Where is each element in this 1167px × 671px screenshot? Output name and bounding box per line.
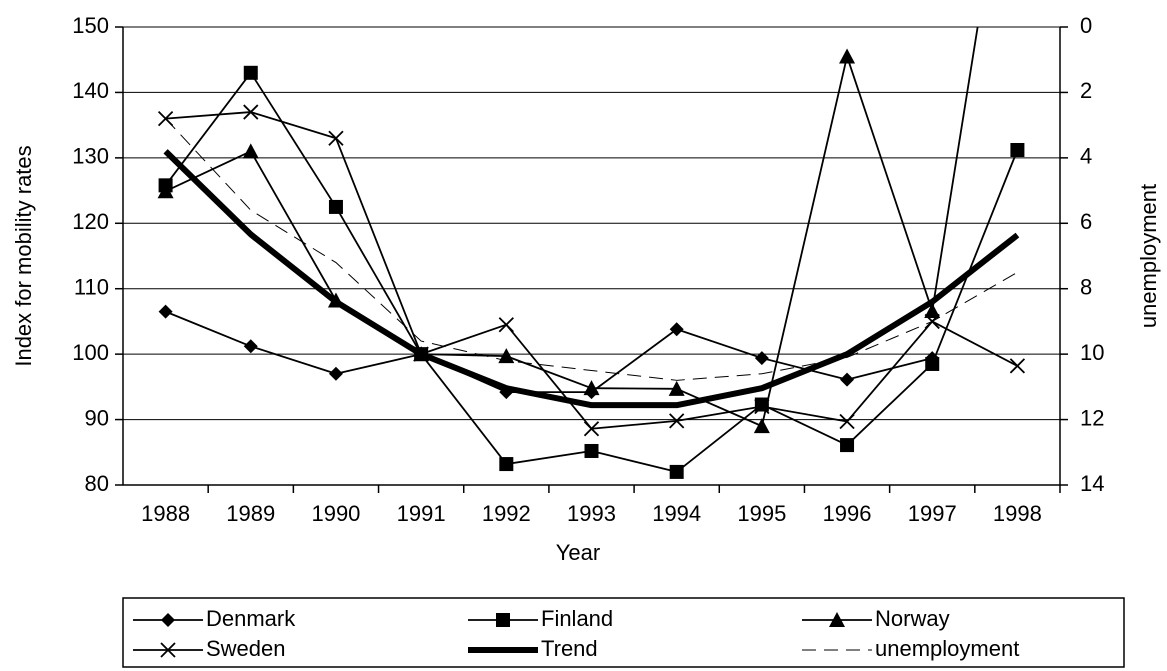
y2-tick-label: 0: [1080, 13, 1092, 38]
marker: [243, 104, 259, 120]
x-tick-label: 1993: [567, 501, 616, 526]
y-tick-label: 130: [72, 144, 109, 169]
y2-tick-label: 8: [1080, 275, 1092, 300]
x-tick-label: 1990: [311, 501, 360, 526]
y2-tick-label: 14: [1080, 471, 1104, 496]
x-tick-label: 1995: [737, 501, 786, 526]
y2-tick-label: 12: [1080, 405, 1104, 430]
marker: [669, 413, 685, 429]
marker: [754, 351, 769, 366]
y-tick-label: 90: [85, 405, 109, 430]
marker: [754, 398, 770, 415]
series-line: [164, 71, 1019, 473]
marker: [840, 372, 855, 387]
marker: [1009, 358, 1026, 374]
y-tick-label: 100: [72, 340, 109, 365]
plot-area: [157, 27, 1026, 479]
marker: [243, 339, 258, 354]
marker: [829, 612, 845, 627]
legend-label: Trend: [541, 636, 598, 661]
marker: [1010, 143, 1025, 158]
marker: [840, 438, 855, 453]
legend-label: Denmark: [206, 606, 296, 631]
marker: [583, 421, 600, 437]
y2-tick-label: 6: [1080, 209, 1092, 234]
marker: [161, 613, 175, 627]
x-tick-label: 1997: [908, 501, 957, 526]
marker: [668, 380, 685, 396]
x-tick-label: 1989: [226, 501, 275, 526]
series-line: [165, 27, 979, 428]
marker: [160, 642, 176, 658]
marker: [839, 413, 855, 430]
x-tick-label: 1991: [397, 501, 446, 526]
x-tick-label: 1998: [993, 501, 1042, 526]
series-line: [165, 118, 1018, 381]
marker: [158, 304, 173, 319]
marker: [669, 464, 684, 479]
x-tick-label: 1994: [652, 501, 701, 526]
marker: [499, 457, 514, 472]
legend-label: Finland: [541, 606, 613, 631]
marker: [839, 48, 856, 64]
legend-box: [122, 597, 1125, 668]
y-tick-label: 120: [72, 209, 109, 234]
x-axis-title: Year: [556, 540, 600, 565]
y-tick-label: 110: [74, 275, 109, 300]
marker: [157, 183, 174, 199]
y-tick-label: 150: [72, 13, 109, 38]
x-tick-label: 1992: [482, 501, 531, 526]
y-tick-label: 80: [85, 471, 109, 496]
marker: [498, 317, 514, 333]
marker: [753, 418, 770, 434]
x-tick-label: 1996: [823, 501, 872, 526]
y2-tick-label: 10: [1080, 340, 1104, 365]
y2-axis-title: unemployment: [1136, 184, 1161, 328]
marker: [328, 199, 343, 214]
marker: [328, 130, 344, 146]
marker: [583, 380, 600, 396]
series-line: [163, 149, 1020, 409]
legend-label: Sweden: [206, 636, 286, 661]
y-axis-title: Index for mobility rates: [11, 145, 36, 366]
marker: [924, 302, 941, 318]
legend-label: unemployment: [875, 636, 1019, 661]
marker: [584, 443, 599, 458]
marker: [243, 65, 258, 80]
series-line: [165, 310, 933, 393]
y2-tick-label: 4: [1080, 144, 1092, 169]
y2-tick-label: 2: [1080, 78, 1092, 103]
marker: [328, 366, 343, 381]
legend-label: Norway: [875, 606, 950, 631]
x-tick-label: 1988: [141, 501, 190, 526]
marker: [496, 613, 510, 627]
marker: [925, 356, 940, 371]
marker: [669, 322, 684, 337]
marker: [242, 143, 259, 159]
y-tick-label: 140: [72, 78, 109, 103]
